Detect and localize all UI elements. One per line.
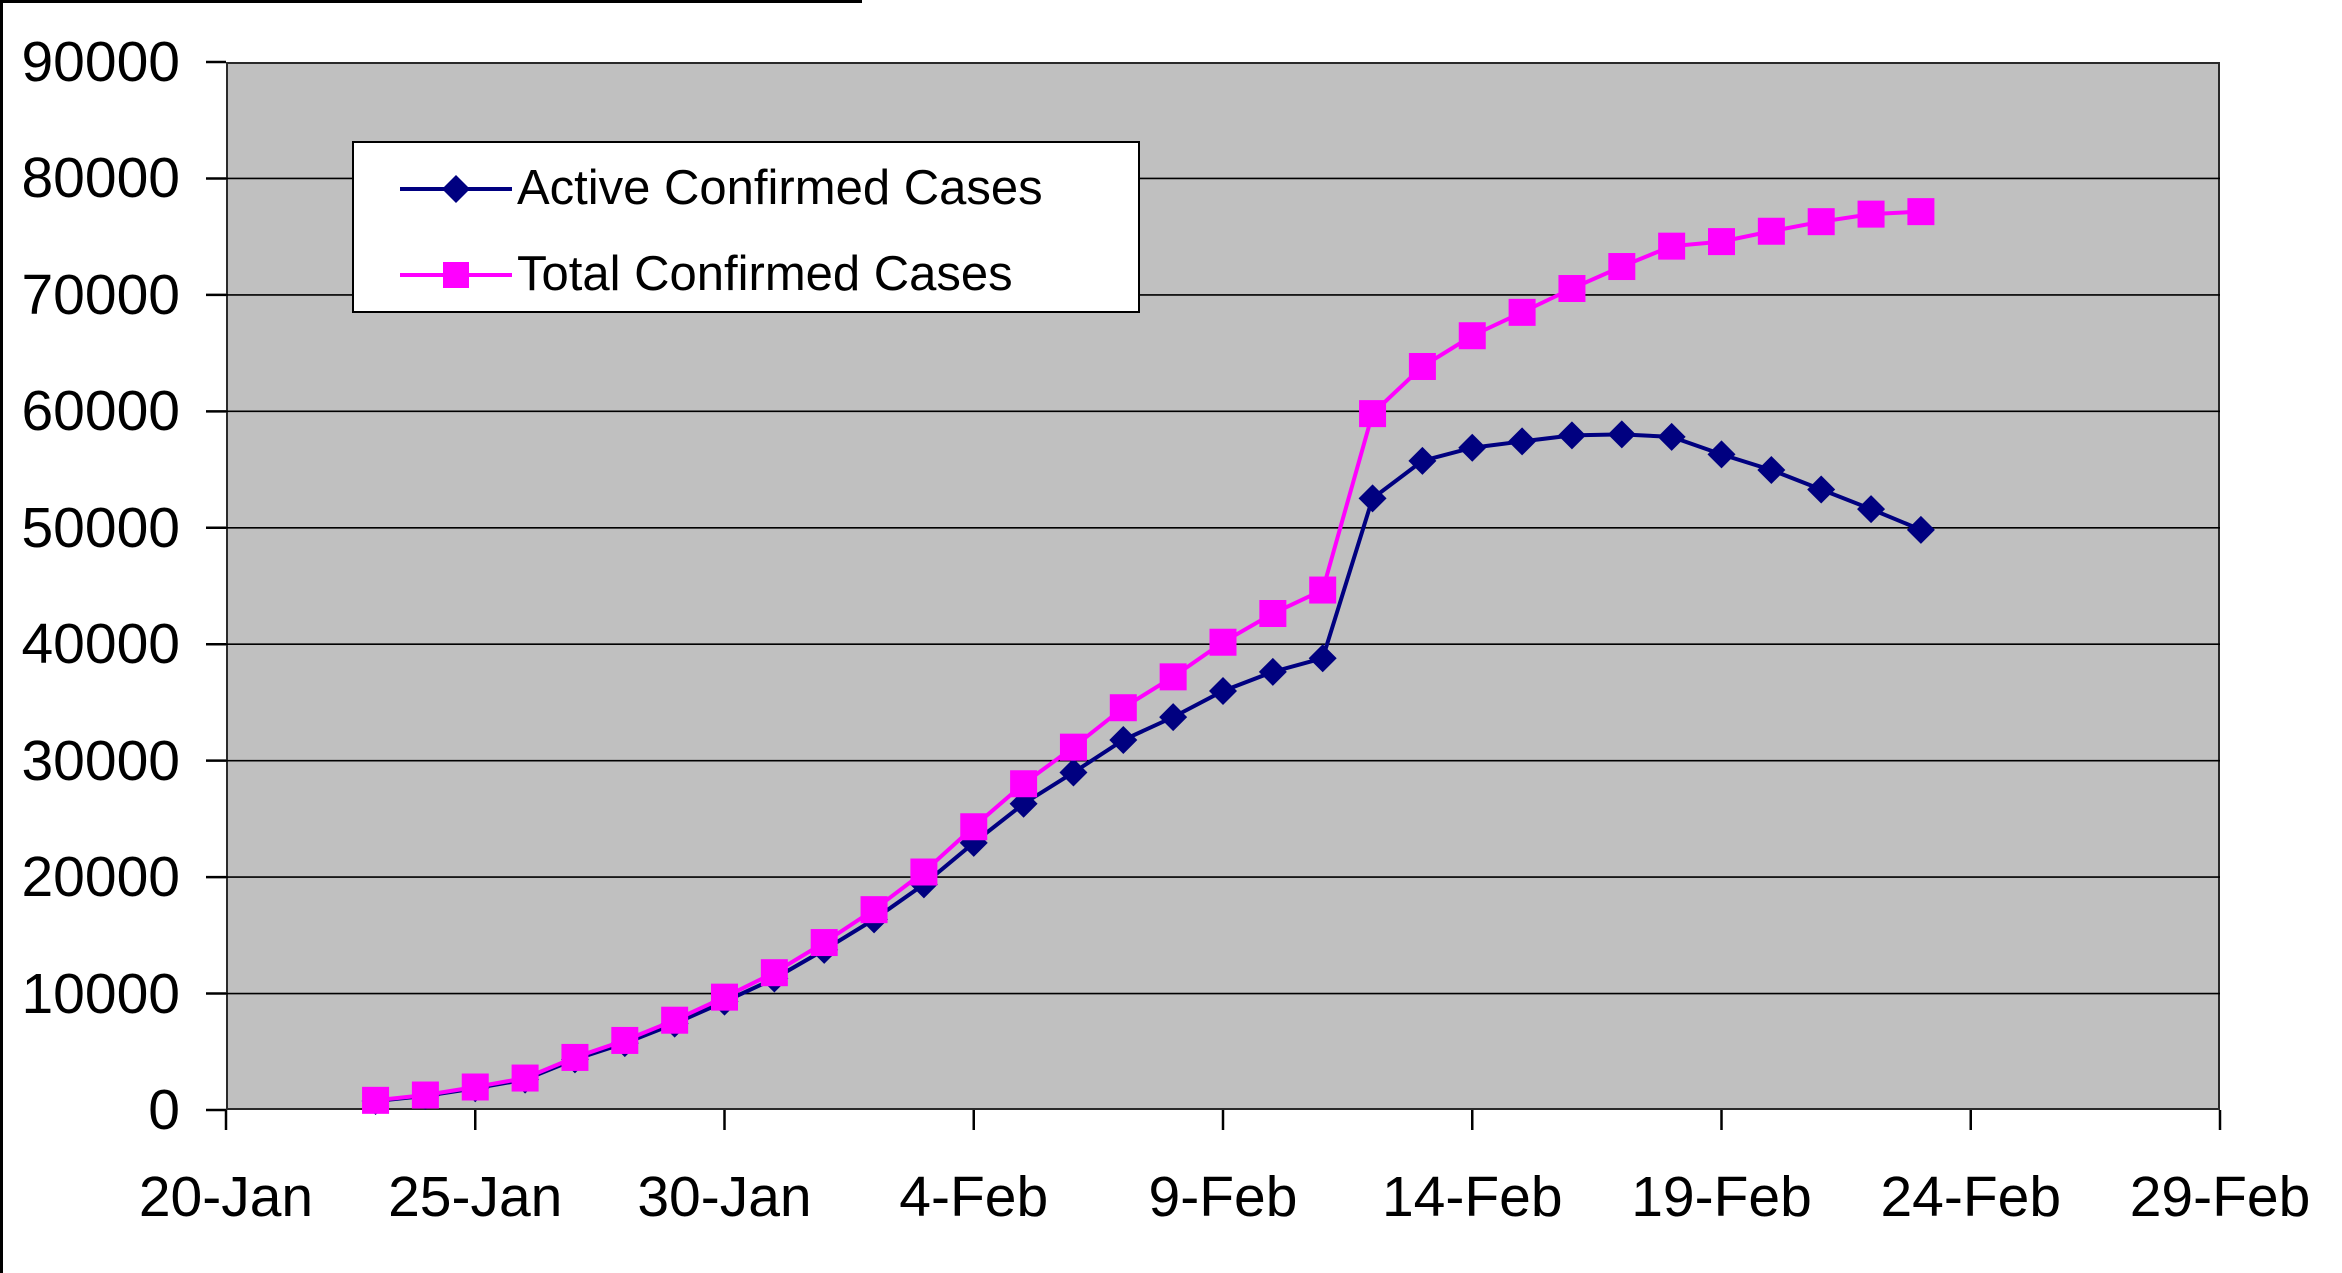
data-point-square bbox=[1757, 217, 1785, 245]
data-point-square bbox=[960, 813, 988, 841]
data-point-square bbox=[461, 1073, 489, 1101]
data-point-square bbox=[411, 1081, 439, 1109]
legend: Active Confirmed Cases Total Confirmed C… bbox=[352, 141, 1140, 313]
y-axis-label: 50000 bbox=[21, 495, 180, 560]
chart-border-top bbox=[0, 0, 862, 3]
data-point-square bbox=[1408, 352, 1436, 380]
y-axis-label: 60000 bbox=[21, 379, 180, 444]
data-point-diamond bbox=[1458, 433, 1487, 462]
diamond-marker-icon bbox=[400, 175, 512, 203]
data-point-diamond bbox=[1209, 677, 1237, 706]
data-point-square bbox=[1558, 275, 1586, 303]
series-line-0 bbox=[375, 432, 1922, 1104]
data-point-square bbox=[760, 959, 788, 987]
data-point-square bbox=[661, 1006, 689, 1034]
data-point-diamond bbox=[1707, 440, 1736, 469]
x-axis-label: 4-Feb bbox=[899, 1165, 1049, 1229]
data-point-diamond bbox=[1857, 495, 1886, 524]
data-point-square bbox=[1907, 198, 1935, 226]
x-axis-label: 14-Feb bbox=[1381, 1165, 1563, 1229]
y-axis-label: 10000 bbox=[21, 961, 180, 1026]
data-point-diamond bbox=[1109, 726, 1138, 755]
y-axis-label: 80000 bbox=[21, 146, 180, 211]
x-axis-label: 9-Feb bbox=[1148, 1165, 1298, 1229]
data-point-diamond bbox=[1358, 484, 1387, 513]
data-point-square bbox=[1359, 400, 1387, 428]
x-axis-label: 30-Jan bbox=[637, 1165, 812, 1229]
data-point-square bbox=[1857, 200, 1885, 228]
y-axis-label: 30000 bbox=[21, 728, 180, 793]
y-axis-label: 90000 bbox=[21, 30, 180, 94]
series-line-1 bbox=[375, 209, 1921, 1103]
data-point-diamond bbox=[1557, 421, 1586, 450]
data-point-square bbox=[1508, 298, 1536, 326]
data-point-square bbox=[711, 983, 738, 1011]
data-point-diamond bbox=[1308, 644, 1337, 673]
data-point-square bbox=[910, 858, 938, 886]
data-point-square bbox=[1458, 322, 1486, 350]
x-axis-label: 20-Jan bbox=[138, 1165, 314, 1229]
data-point-square bbox=[1608, 253, 1636, 281]
data-point-diamond bbox=[1807, 475, 1836, 504]
chart-border-left bbox=[0, 0, 3, 1273]
data-point-square bbox=[1259, 600, 1287, 628]
data-point-square bbox=[1010, 770, 1038, 798]
data-point-square bbox=[1159, 663, 1187, 691]
data-point-square bbox=[511, 1064, 539, 1092]
data-point-diamond bbox=[1757, 455, 1786, 484]
data-point-square bbox=[1109, 694, 1137, 722]
y-axis-label: 70000 bbox=[21, 262, 180, 327]
y-axis-label: 20000 bbox=[21, 845, 180, 910]
data-point-diamond bbox=[1906, 515, 1935, 544]
data-point-diamond bbox=[1657, 422, 1686, 451]
data-point-square bbox=[860, 896, 888, 924]
legend-label-active: Active Confirmed Cases bbox=[517, 160, 1043, 215]
data-point-square bbox=[1807, 208, 1835, 236]
data-point-square bbox=[1708, 228, 1735, 256]
y-axis-label: 0 bbox=[148, 1078, 180, 1142]
x-axis-label: 25-Jan bbox=[388, 1165, 563, 1229]
data-point-diamond bbox=[1258, 657, 1287, 686]
data-point-square bbox=[561, 1043, 589, 1071]
x-axis-label: 19-Feb bbox=[1631, 1165, 1812, 1229]
x-axis-label: 29-Feb bbox=[2129, 1165, 2311, 1229]
data-point-diamond bbox=[1159, 703, 1188, 732]
data-point-square bbox=[1309, 576, 1337, 604]
data-point-square bbox=[362, 1086, 390, 1114]
data-point-diamond bbox=[1607, 420, 1636, 449]
data-point-square bbox=[611, 1026, 639, 1054]
data-point-diamond bbox=[1059, 758, 1088, 787]
data-point-square bbox=[1658, 232, 1686, 260]
x-axis-label: 24-Feb bbox=[1880, 1165, 2062, 1229]
legend-label-total: Total Confirmed Cases bbox=[517, 246, 1013, 301]
data-point-square bbox=[810, 929, 838, 957]
y-axis-label: 40000 bbox=[21, 612, 180, 677]
square-marker-icon bbox=[400, 262, 512, 288]
data-point-diamond bbox=[1508, 427, 1537, 456]
data-point-diamond bbox=[1408, 446, 1437, 475]
data-point-square bbox=[1209, 628, 1237, 656]
data-point-square bbox=[1059, 733, 1087, 761]
